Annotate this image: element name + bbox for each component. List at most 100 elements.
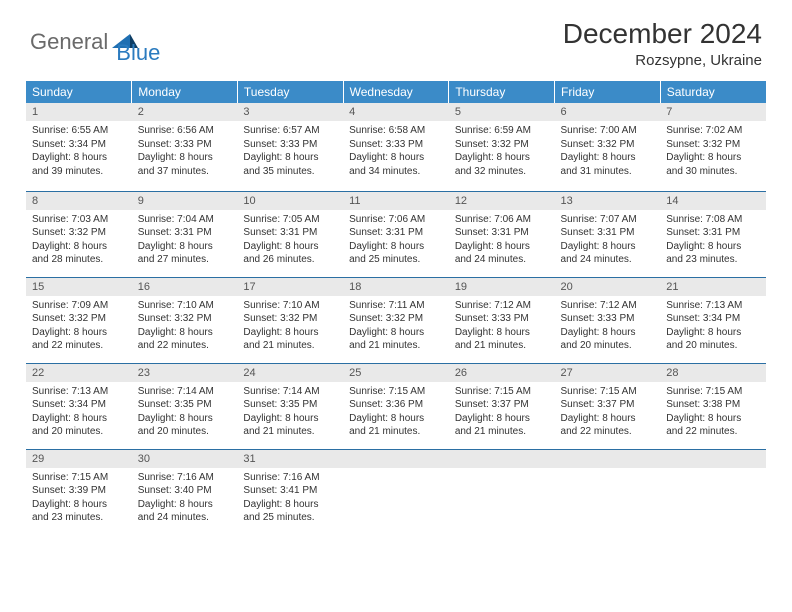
daylight-line: Daylight: 8 hours and 22 minutes. bbox=[561, 412, 655, 439]
day-number: 19 bbox=[449, 277, 555, 296]
calendar-cell: 17Sunrise: 7:10 AMSunset: 3:32 PMDayligh… bbox=[237, 275, 343, 361]
calendar-cell: 31Sunrise: 7:16 AMSunset: 3:41 PMDayligh… bbox=[237, 447, 343, 533]
calendar-cell: 14Sunrise: 7:08 AMSunset: 3:31 PMDayligh… bbox=[660, 189, 766, 275]
weekday-header: Saturday bbox=[660, 81, 766, 103]
calendar-cell: 15Sunrise: 7:09 AMSunset: 3:32 PMDayligh… bbox=[26, 275, 132, 361]
day-body: Sunrise: 7:15 AMSunset: 3:36 PMDaylight:… bbox=[343, 382, 449, 443]
sunrise-line: Sunrise: 7:12 AM bbox=[455, 299, 549, 313]
weekday-header: Tuesday bbox=[237, 81, 343, 103]
day-number: 7 bbox=[660, 103, 766, 121]
day-number: 13 bbox=[555, 191, 661, 210]
day-number bbox=[555, 449, 661, 468]
daylight-line: Daylight: 8 hours and 20 minutes. bbox=[32, 412, 126, 439]
calendar-cell: 10Sunrise: 7:05 AMSunset: 3:31 PMDayligh… bbox=[237, 189, 343, 275]
calendar-cell: 23Sunrise: 7:14 AMSunset: 3:35 PMDayligh… bbox=[132, 361, 238, 447]
weekday-header: Monday bbox=[132, 81, 238, 103]
sunrise-line: Sunrise: 7:14 AM bbox=[138, 385, 232, 399]
sunrise-line: Sunrise: 6:58 AM bbox=[349, 124, 443, 138]
sunrise-line: Sunrise: 6:59 AM bbox=[455, 124, 549, 138]
day-number: 5 bbox=[449, 103, 555, 121]
day-body: Sunrise: 7:13 AMSunset: 3:34 PMDaylight:… bbox=[26, 382, 132, 443]
day-body: Sunrise: 7:13 AMSunset: 3:34 PMDaylight:… bbox=[660, 296, 766, 357]
day-body: Sunrise: 7:05 AMSunset: 3:31 PMDaylight:… bbox=[237, 210, 343, 271]
day-body: Sunrise: 7:08 AMSunset: 3:31 PMDaylight:… bbox=[660, 210, 766, 271]
daylight-line: Daylight: 8 hours and 25 minutes. bbox=[349, 240, 443, 267]
day-number: 28 bbox=[660, 363, 766, 382]
daylight-line: Daylight: 8 hours and 34 minutes. bbox=[349, 151, 443, 178]
day-body: Sunrise: 7:06 AMSunset: 3:31 PMDaylight:… bbox=[449, 210, 555, 271]
daylight-line: Daylight: 8 hours and 21 minutes. bbox=[455, 412, 549, 439]
day-body: Sunrise: 7:15 AMSunset: 3:37 PMDaylight:… bbox=[449, 382, 555, 443]
daylight-line: Daylight: 8 hours and 21 minutes. bbox=[349, 326, 443, 353]
sunrise-line: Sunrise: 7:00 AM bbox=[561, 124, 655, 138]
sunrise-line: Sunrise: 7:15 AM bbox=[455, 385, 549, 399]
day-number bbox=[449, 449, 555, 468]
sunrise-line: Sunrise: 7:04 AM bbox=[138, 213, 232, 227]
calendar-cell: 4 Sunrise: 6:58 AMSunset: 3:33 PMDaylight… bbox=[343, 103, 449, 189]
daylight-line: Daylight: 8 hours and 37 minutes. bbox=[138, 151, 232, 178]
sunrise-line: Sunrise: 7:13 AM bbox=[666, 299, 760, 313]
sunrise-line: Sunrise: 7:15 AM bbox=[666, 385, 760, 399]
daylight-line: Daylight: 8 hours and 21 minutes. bbox=[455, 326, 549, 353]
daylight-line: Daylight: 8 hours and 22 minutes. bbox=[666, 412, 760, 439]
day-body: Sunrise: 7:12 AMSunset: 3:33 PMDaylight:… bbox=[555, 296, 661, 357]
sunset-line: Sunset: 3:33 PM bbox=[455, 312, 549, 326]
sunrise-line: Sunrise: 7:08 AM bbox=[666, 213, 760, 227]
day-body: Sunrise: 7:02 AMSunset: 3:32 PMDaylight:… bbox=[660, 121, 766, 182]
sunrise-line: Sunrise: 7:10 AM bbox=[243, 299, 337, 313]
day-body: Sunrise: 6:56 AMSunset: 3:33 PMDaylight:… bbox=[132, 121, 238, 182]
sunset-line: Sunset: 3:33 PM bbox=[243, 138, 337, 152]
calendar-cell: 9Sunrise: 7:04 AMSunset: 3:31 PMDaylight… bbox=[132, 189, 238, 275]
sunset-line: Sunset: 3:32 PM bbox=[561, 138, 655, 152]
calendar-row: 29Sunrise: 7:15 AMSunset: 3:39 PMDayligh… bbox=[26, 447, 766, 533]
sunset-line: Sunset: 3:31 PM bbox=[138, 226, 232, 240]
calendar-cell: 11Sunrise: 7:06 AMSunset: 3:31 PMDayligh… bbox=[343, 189, 449, 275]
sunrise-line: Sunrise: 6:55 AM bbox=[32, 124, 126, 138]
sunrise-line: Sunrise: 7:06 AM bbox=[455, 213, 549, 227]
day-number: 18 bbox=[343, 277, 449, 296]
sunset-line: Sunset: 3:41 PM bbox=[243, 484, 337, 498]
sunset-line: Sunset: 3:31 PM bbox=[455, 226, 549, 240]
calendar-cell: 8Sunrise: 7:03 AMSunset: 3:32 PMDaylight… bbox=[26, 189, 132, 275]
calendar-cell: 6Sunrise: 7:00 AMSunset: 3:32 PMDaylight… bbox=[555, 103, 661, 189]
location-label: Rozsypne, Ukraine bbox=[563, 52, 762, 69]
day-body: Sunrise: 7:12 AMSunset: 3:33 PMDaylight:… bbox=[449, 296, 555, 357]
weekday-header: Wednesday bbox=[343, 81, 449, 103]
daylight-line: Daylight: 8 hours and 22 minutes. bbox=[138, 326, 232, 353]
day-number: 20 bbox=[555, 277, 661, 296]
sunrise-line: Sunrise: 6:57 AM bbox=[243, 124, 337, 138]
calendar-row: 8Sunrise: 7:03 AMSunset: 3:32 PMDaylight… bbox=[26, 189, 766, 275]
daylight-line: Daylight: 8 hours and 20 minutes. bbox=[138, 412, 232, 439]
calendar-cell: 2Sunrise: 6:56 AMSunset: 3:33 PMDaylight… bbox=[132, 103, 238, 189]
sunrise-line: Sunrise: 7:15 AM bbox=[32, 471, 126, 485]
brand-blue: Blue bbox=[116, 40, 160, 66]
daylight-line: Daylight: 8 hours and 24 minutes. bbox=[561, 240, 655, 267]
sunrise-line: Sunrise: 7:14 AM bbox=[243, 385, 337, 399]
sunset-line: Sunset: 3:34 PM bbox=[666, 312, 760, 326]
sunset-line: Sunset: 3:32 PM bbox=[349, 312, 443, 326]
day-number: 29 bbox=[26, 449, 132, 468]
sunset-line: Sunset: 3:33 PM bbox=[349, 138, 443, 152]
weekday-header: Thursday bbox=[449, 81, 555, 103]
header: General Blue December 2024 Rozsypne, Ukr… bbox=[0, 0, 792, 75]
sunrise-line: Sunrise: 7:03 AM bbox=[32, 213, 126, 227]
page-title: December 2024 bbox=[563, 18, 762, 50]
calendar-cell: 16Sunrise: 7:10 AMSunset: 3:32 PMDayligh… bbox=[132, 275, 238, 361]
day-number: 4 bbox=[343, 103, 449, 121]
calendar-cell bbox=[555, 447, 661, 533]
calendar-cell bbox=[660, 447, 766, 533]
day-body: Sunrise: 7:04 AMSunset: 3:31 PMDaylight:… bbox=[132, 210, 238, 271]
weekday-header: Friday bbox=[555, 81, 661, 103]
sunset-line: Sunset: 3:39 PM bbox=[32, 484, 126, 498]
day-body: Sunrise: 7:15 AMSunset: 3:37 PMDaylight:… bbox=[555, 382, 661, 443]
daylight-line: Daylight: 8 hours and 24 minutes. bbox=[455, 240, 549, 267]
daylight-line: Daylight: 8 hours and 20 minutes. bbox=[666, 326, 760, 353]
calendar-cell bbox=[343, 447, 449, 533]
day-body: Sunrise: 7:15 AMSunset: 3:39 PMDaylight:… bbox=[26, 468, 132, 529]
day-body bbox=[449, 468, 555, 518]
calendar-cell: 30Sunrise: 7:16 AMSunset: 3:40 PMDayligh… bbox=[132, 447, 238, 533]
sunrise-line: Sunrise: 7:16 AM bbox=[243, 471, 337, 485]
sunset-line: Sunset: 3:33 PM bbox=[138, 138, 232, 152]
day-body: Sunrise: 7:03 AMSunset: 3:32 PMDaylight:… bbox=[26, 210, 132, 271]
sunrise-line: Sunrise: 7:13 AM bbox=[32, 385, 126, 399]
